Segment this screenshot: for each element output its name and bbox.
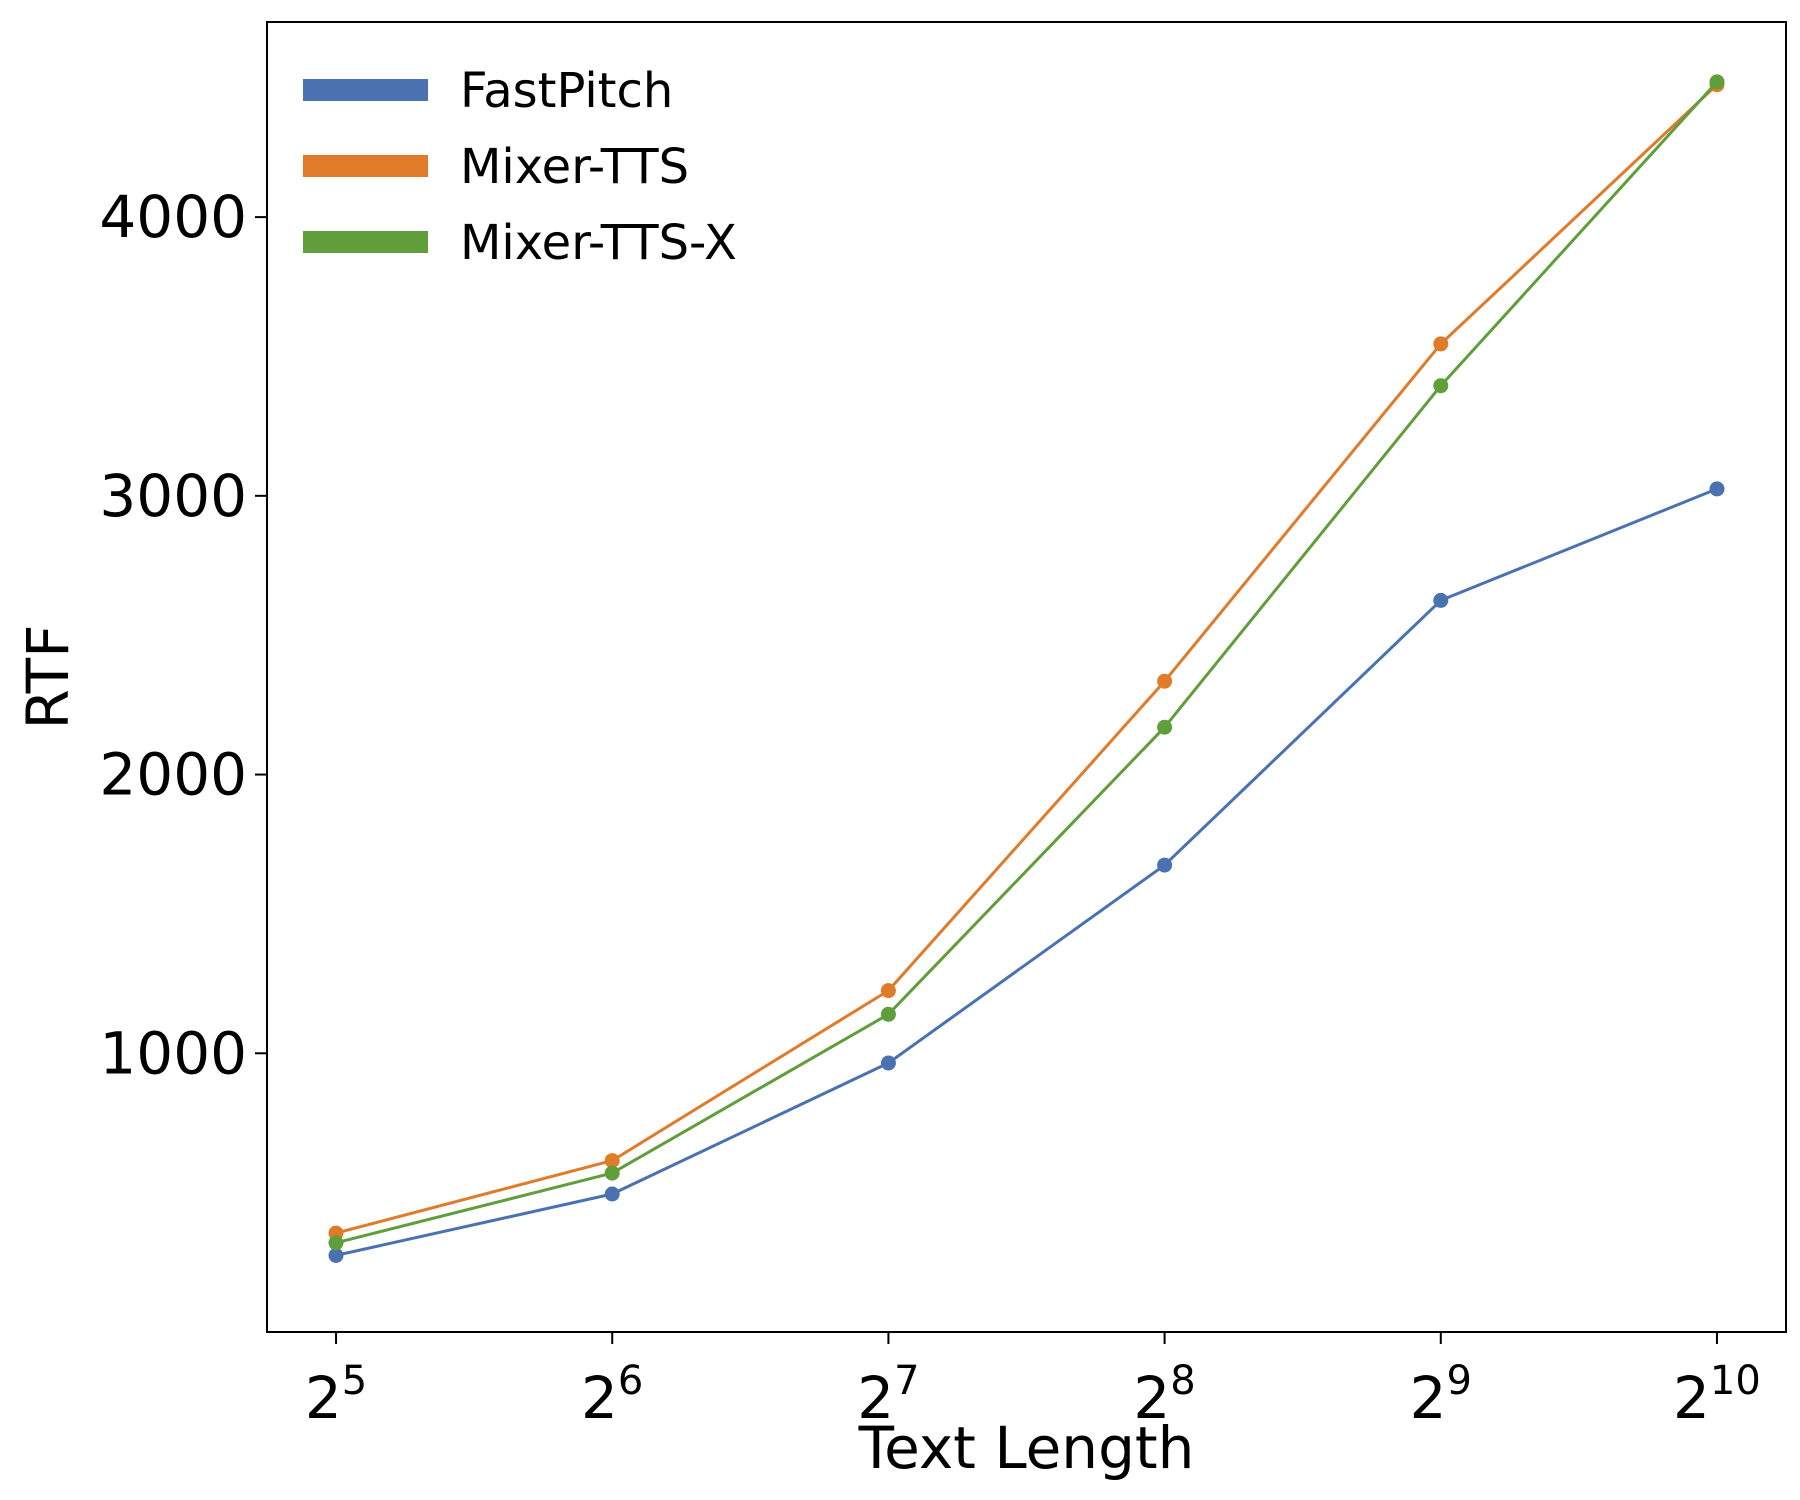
data-point-fastpitch <box>880 1055 896 1071</box>
series-line-fastpitch <box>335 487 1718 1257</box>
data-point-fastpitch <box>1157 857 1173 873</box>
x-axis-label: Text Length <box>858 1414 1195 1482</box>
legend-label-fastpitch: FastPitch <box>460 63 673 119</box>
x-tick-label: 210 <box>1673 1358 1761 1432</box>
x-tick-label: 28 <box>1133 1358 1195 1432</box>
data-point-fastpitch <box>328 1247 344 1263</box>
legend: FastPitch Mixer-TTS Mixer-TTS-X <box>303 63 737 271</box>
y-tick-label: 4000 <box>99 183 247 251</box>
data-point-mixer-tts <box>604 1153 620 1169</box>
y-tick-label: 2000 <box>99 741 247 809</box>
data-point-mixer-tts-x <box>328 1235 344 1251</box>
data-point-mixer-tts-x <box>1709 74 1725 90</box>
plot-frame <box>266 21 1787 1333</box>
x-axis: 25 26 27 28 29 210 <box>305 1332 1761 1432</box>
data-point-fastpitch <box>1709 481 1725 497</box>
series-line-mixer-tts <box>335 83 1719 1235</box>
series-layer <box>328 74 1725 1263</box>
data-point-fastpitch <box>604 1186 620 1202</box>
y-axis-label: RTF <box>14 625 82 730</box>
legend-label-mixer-tts-x: Mixer-TTS-X <box>460 215 737 271</box>
x-tick-label: 29 <box>1410 1358 1472 1432</box>
x-tick-label: 27 <box>857 1358 919 1432</box>
legend-label-mixer-tts: Mixer-TTS <box>460 139 689 195</box>
y-tick-label: 1000 <box>99 1019 247 1087</box>
data-point-mixer-tts-x <box>604 1165 620 1181</box>
data-point-fastpitch <box>1433 592 1449 608</box>
y-tick-label: 3000 <box>99 462 247 530</box>
data-point-mixer-tts-x <box>1433 378 1449 394</box>
data-point-mixer-tts-x <box>1157 719 1173 735</box>
data-point-mixer-tts-x <box>880 1006 896 1022</box>
x-tick-label: 26 <box>581 1358 643 1432</box>
data-point-mixer-tts <box>880 983 896 999</box>
data-point-mixer-tts <box>1157 673 1173 689</box>
series-line-mixer-tts-x <box>335 80 1719 1245</box>
data-point-mixer-tts <box>1433 336 1449 352</box>
y-axis: 1000 2000 3000 4000 <box>99 183 267 1087</box>
x-tick-label: 25 <box>305 1358 367 1432</box>
